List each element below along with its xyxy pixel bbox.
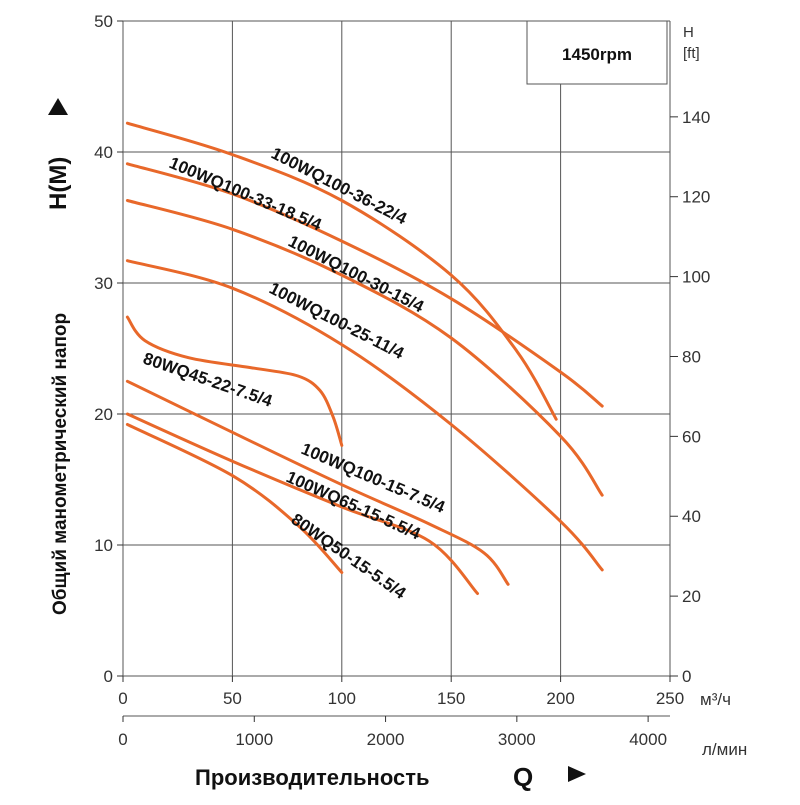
x-tick-label: 100 xyxy=(328,689,356,708)
series-curve-4 xyxy=(125,315,344,447)
y2-tick-label: 0 xyxy=(682,667,691,686)
x-tick-label: 250 xyxy=(656,689,684,708)
curves xyxy=(125,121,604,595)
curve-labels: 100WQ100-36-22/4100WQ100-33-18.5/4100WQ1… xyxy=(141,144,448,603)
series-label-4: 80WQ45-22-7.5/4 xyxy=(141,349,275,411)
x2-tick-label: 1000 xyxy=(235,730,273,749)
y-tick-label: 50 xyxy=(94,12,113,31)
y-tick-label: 40 xyxy=(94,143,113,162)
series-curve-7 xyxy=(125,423,344,574)
x-unit: м³/ч xyxy=(700,690,731,709)
y2-tick-label: 80 xyxy=(682,347,701,366)
y2-tick-label: 20 xyxy=(682,587,701,606)
y-tick-label: 30 xyxy=(94,274,113,293)
y-axis-title: Общий манометрический напор xyxy=(50,313,71,615)
x2-unit: л/мин xyxy=(702,740,747,759)
y-axis-title-group: Общий манометрический напор H(M) xyxy=(45,98,72,615)
y2-tick-label: 140 xyxy=(682,108,710,127)
series-curve-5 xyxy=(125,379,510,586)
y-axis-arrow xyxy=(48,98,68,115)
x-tick-label: 0 xyxy=(118,689,127,708)
grid xyxy=(122,20,671,677)
series-curve-3 xyxy=(125,259,604,572)
x-tick-label: 150 xyxy=(437,689,465,708)
y2-unit-top: H xyxy=(683,24,694,41)
speed-label: 1450rpm xyxy=(562,45,632,64)
x2-tick-label: 3000 xyxy=(498,730,536,749)
series-curve-6 xyxy=(125,412,479,595)
x2-tick-label: 0 xyxy=(118,730,127,749)
x2-tick-label: 2000 xyxy=(367,730,405,749)
y2-tick-label: 120 xyxy=(682,188,710,207)
y2-tick-label: 60 xyxy=(682,427,701,446)
series-curve-1 xyxy=(125,162,604,408)
x-tick-label: 50 xyxy=(223,689,242,708)
y-tick-label: 0 xyxy=(104,667,113,686)
x-tick-label: 200 xyxy=(546,689,574,708)
y-axis-symbol: H(M) xyxy=(45,157,72,210)
y2-tick-label: 100 xyxy=(682,268,710,287)
series-curve-2 xyxy=(125,199,604,497)
y-tick-label: 10 xyxy=(94,536,113,555)
x-axis-arrow xyxy=(568,766,586,782)
y2-tick-label: 40 xyxy=(682,507,701,526)
speed-box xyxy=(526,20,668,85)
series-curve-0 xyxy=(125,121,558,421)
x-axis-symbol: Q xyxy=(513,762,533,792)
y2-unit-bottom: [ft] xyxy=(683,45,700,62)
x-axis-title: Производительность xyxy=(195,765,430,790)
y-tick-label: 20 xyxy=(94,405,113,424)
axes: 0 10 20 30 40 50 0 20 40 60 80 100 120 140 0 50 100 150 20… xyxy=(94,12,710,749)
x2-tick-label: 4000 xyxy=(629,730,667,749)
